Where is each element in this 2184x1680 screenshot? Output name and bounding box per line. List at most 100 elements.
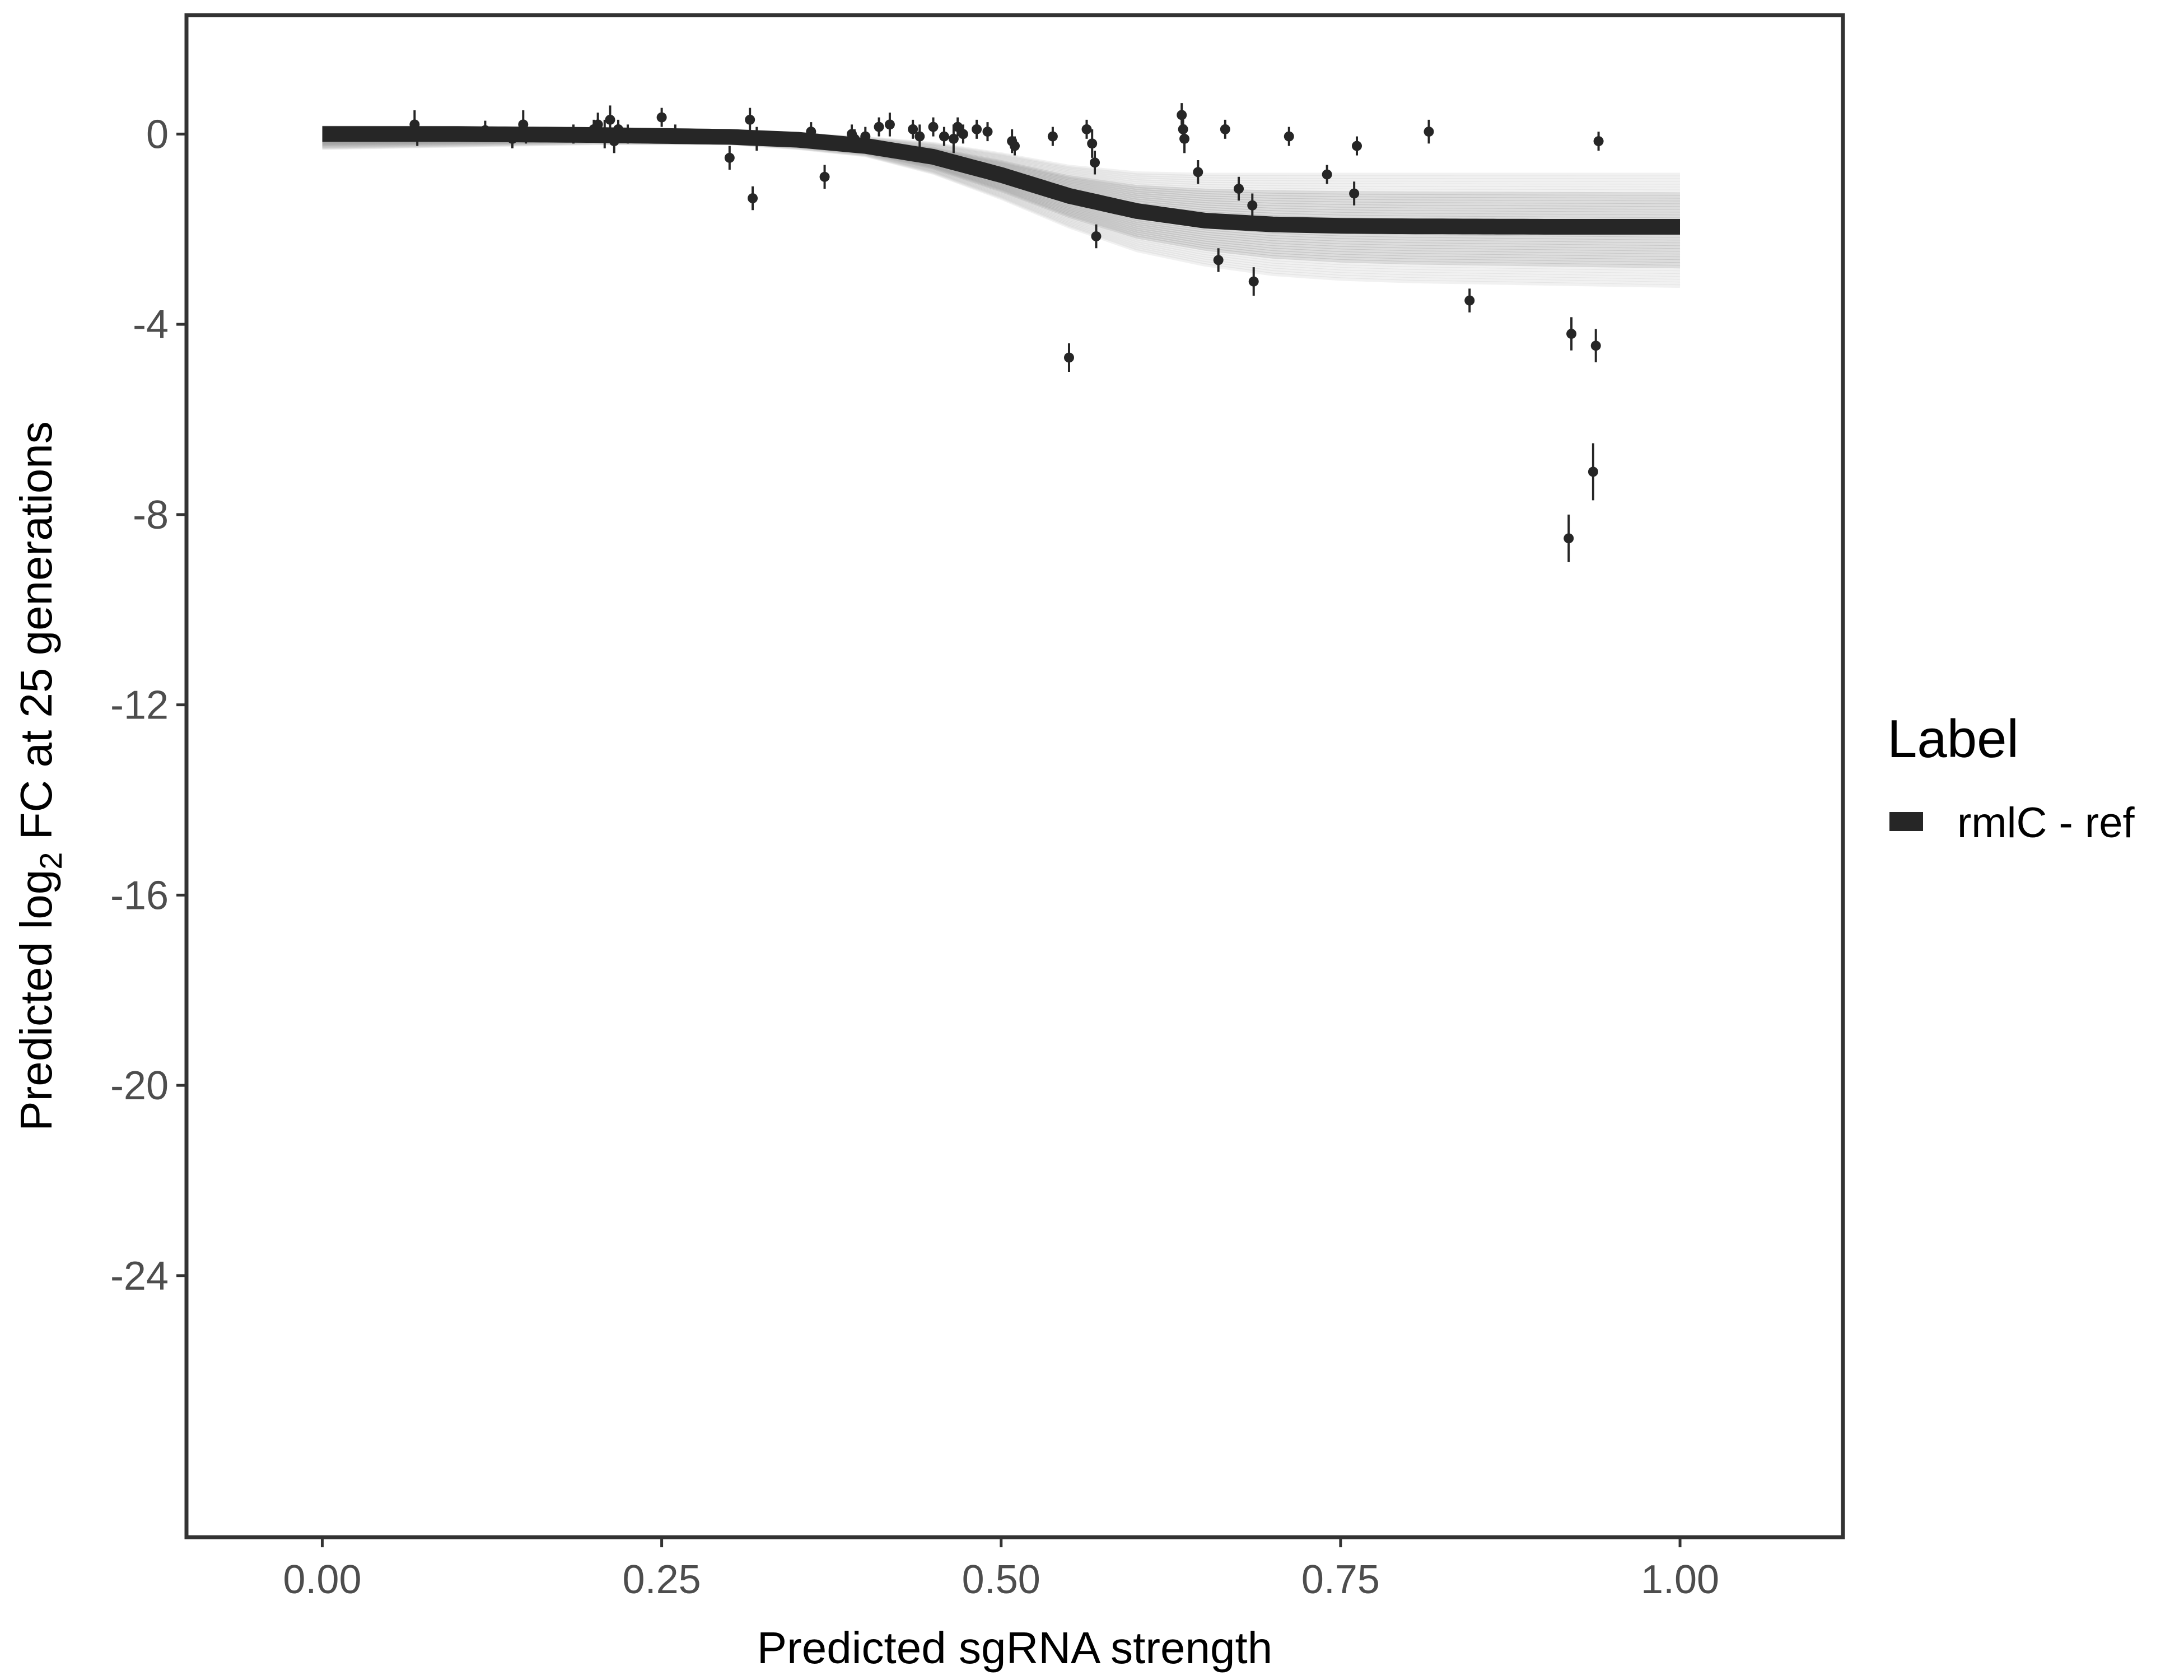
point-marker (1566, 329, 1577, 339)
x-tick-label: 0.25 (623, 1557, 701, 1602)
point-marker (1424, 127, 1434, 137)
y-tick-label: -24 (110, 1254, 169, 1299)
point-marker (1220, 124, 1230, 134)
point-marker (1234, 184, 1244, 194)
data-points (409, 103, 1604, 562)
data-point (1424, 119, 1434, 144)
data-point (1047, 127, 1058, 146)
x-tick-label: 0.00 (283, 1557, 361, 1602)
point-marker (1010, 141, 1020, 151)
point-marker (1090, 157, 1100, 168)
data-point (1349, 181, 1360, 206)
legend: Label rmlC - ref (1887, 709, 2135, 847)
data-point (1322, 165, 1332, 184)
point-marker (656, 112, 667, 123)
point-marker (1349, 188, 1360, 199)
legend-title: Label (1887, 709, 2019, 769)
point-marker (982, 127, 993, 137)
posterior-draw-line (322, 141, 1681, 280)
data-point (1193, 160, 1203, 184)
panel-border (184, 13, 1845, 1539)
data-point (908, 119, 918, 139)
point-marker (1047, 131, 1058, 142)
x-tick-label: 0.75 (1301, 1557, 1380, 1602)
point-marker (1351, 141, 1362, 151)
data-point (939, 127, 949, 146)
point-marker (724, 152, 735, 163)
point-marker (1590, 340, 1601, 351)
data-point (958, 124, 968, 144)
data-point (982, 122, 993, 142)
point-marker (1564, 533, 1574, 544)
data-point (972, 119, 982, 139)
data-point (1091, 224, 1102, 249)
point-marker (1193, 167, 1203, 178)
point-marker (914, 131, 925, 142)
point-marker (1081, 124, 1092, 134)
point-marker (1178, 124, 1188, 134)
data-point (1063, 343, 1074, 372)
legend-key-rmlc-ref (1889, 812, 1923, 831)
data-point (1010, 136, 1020, 156)
data-point (1177, 103, 1187, 127)
data-point (874, 117, 884, 137)
data-point (1351, 136, 1362, 156)
y-axis-title-main: Predicted log (11, 870, 61, 1131)
point-marker (1322, 169, 1332, 180)
data-point (928, 117, 939, 137)
y-axis-title: Predicted log2 FC at 25 generations (11, 421, 68, 1131)
data-point (1464, 288, 1475, 312)
point-marker (1213, 255, 1224, 265)
point-marker (972, 124, 982, 134)
point-marker (1248, 276, 1259, 287)
data-point (1179, 124, 1190, 153)
x-tick-label: 0.50 (962, 1557, 1040, 1602)
y-tick-label: -8 (133, 493, 169, 538)
fit-line-rmlc-ref (321, 126, 1681, 235)
y-axis-title-rest: FC at 25 generations (11, 421, 61, 852)
x-axis: 0.00 0.25 0.50 0.75 1.00 (283, 1537, 1719, 1602)
point-marker (745, 114, 755, 125)
data-point (1234, 176, 1244, 201)
point-marker (1177, 110, 1187, 120)
point-marker (1247, 200, 1258, 211)
data-point (1564, 514, 1574, 562)
data-point (1248, 267, 1259, 296)
data-point (656, 108, 667, 127)
data-point (1590, 329, 1601, 363)
y-tick-label: -16 (110, 873, 169, 918)
point-marker (958, 129, 968, 139)
posterior-draw-line (322, 141, 1681, 283)
point-marker (605, 114, 615, 125)
plot-panel (184, 13, 1845, 1539)
y-axis: 0 -4 -8 -12 -16 -20 -24 (110, 112, 186, 1299)
data-point (914, 124, 925, 148)
point-marker (884, 119, 895, 130)
legend-label-rmlc-ref: rmlC - ref (1957, 799, 2135, 847)
data-point (884, 113, 895, 137)
point-marker (948, 133, 959, 144)
data-point (1081, 119, 1092, 139)
fit-curve-layer (321, 126, 1681, 235)
point-marker (748, 193, 758, 204)
data-point (724, 146, 735, 170)
posterior-draw-line (322, 141, 1681, 286)
data-point (1247, 193, 1258, 217)
data-point (1284, 127, 1294, 146)
y-tick-label: -20 (110, 1063, 169, 1108)
point-marker (928, 122, 939, 132)
point-marker (1284, 131, 1294, 142)
point-marker (1588, 466, 1598, 477)
data-point (1090, 151, 1100, 175)
point-marker (819, 171, 830, 182)
data-point (819, 165, 830, 189)
point-marker (908, 124, 918, 134)
point-marker (1464, 295, 1475, 306)
point-marker (939, 131, 949, 142)
point-marker (1063, 352, 1074, 363)
data-point (1588, 443, 1598, 501)
point-marker (874, 122, 884, 132)
data-point (1087, 129, 1098, 158)
